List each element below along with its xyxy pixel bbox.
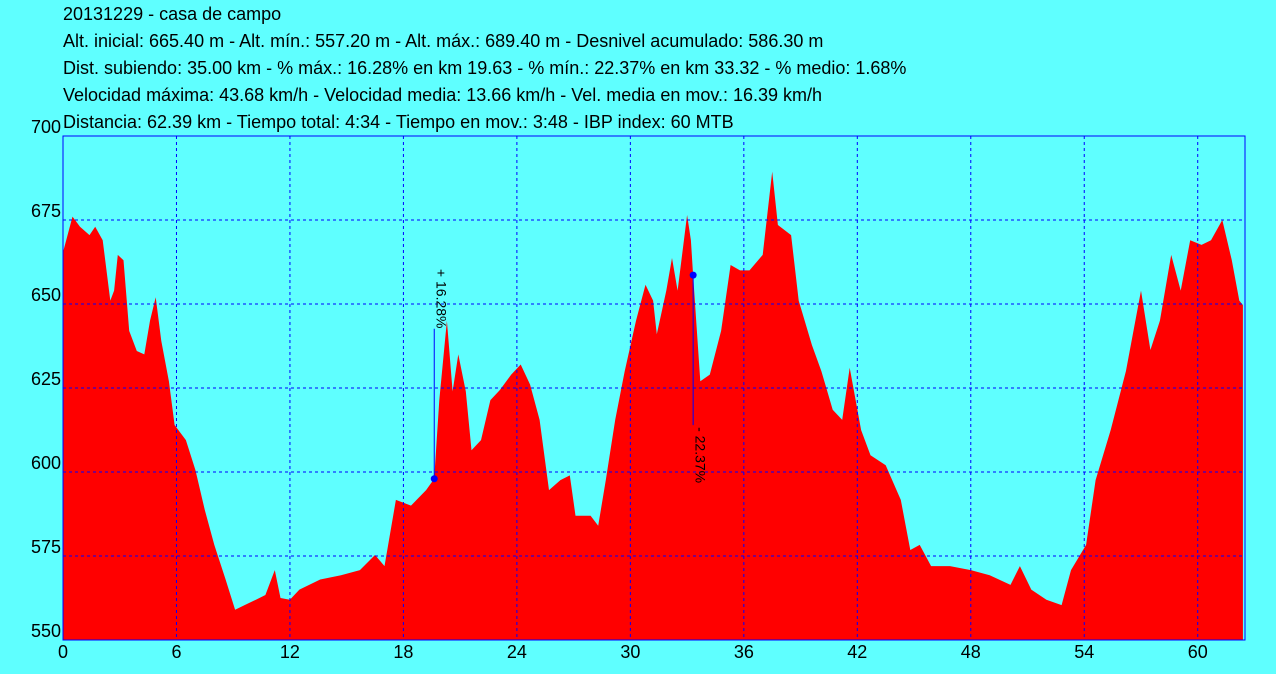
x-tick-label: 42	[847, 642, 867, 662]
elevation-area	[63, 171, 1243, 640]
x-tick-label: 48	[961, 642, 981, 662]
x-tick-label: 6	[171, 642, 181, 662]
y-tick-label: 675	[31, 201, 61, 221]
x-tick-label: 36	[734, 642, 754, 662]
y-tick-label: 550	[31, 621, 61, 641]
header-line: 20131229 - casa de campo	[63, 4, 281, 24]
x-tick-label: 60	[1188, 642, 1208, 662]
y-tick-label: 625	[31, 369, 61, 389]
x-tick-label: 30	[620, 642, 640, 662]
x-tick-label: 12	[280, 642, 300, 662]
annotation-label: - 22.37%	[692, 427, 708, 483]
header-line: Alt. inicial: 665.40 m - Alt. mín.: 557.…	[63, 31, 823, 51]
annotation-point	[689, 271, 697, 279]
plot-border	[62, 135, 1246, 641]
header-line: Dist. subiendo: 35.00 km - % máx.: 16.28…	[63, 58, 906, 78]
y-tick-label: 600	[31, 453, 61, 473]
x-tick-label: 24	[507, 642, 527, 662]
annotation-point	[430, 475, 438, 483]
x-tick-label: 0	[58, 642, 68, 662]
x-tick-label: 18	[393, 642, 413, 662]
header-line: Distancia: 62.39 km - Tiempo total: 4:34…	[63, 112, 734, 132]
y-tick-label: 650	[31, 285, 61, 305]
y-tick-label: 700	[31, 117, 61, 137]
x-tick-label: 54	[1074, 642, 1094, 662]
y-tick-label: 575	[31, 537, 61, 557]
annotation-label: + 16.28%	[434, 269, 450, 329]
header-line: Velocidad máxima: 43.68 km/h - Velocidad…	[63, 85, 822, 105]
